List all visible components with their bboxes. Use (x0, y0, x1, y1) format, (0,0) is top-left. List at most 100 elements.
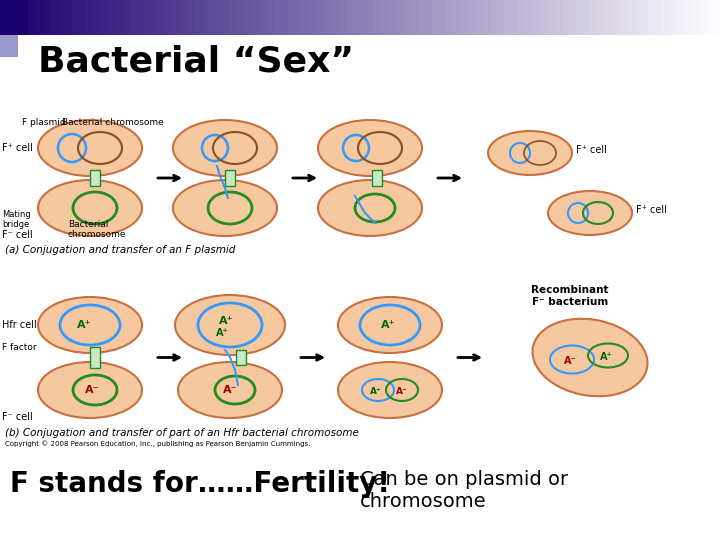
Bar (374, 0, 382, 35)
Text: A⁻: A⁻ (222, 385, 238, 395)
Bar (533, 0, 541, 35)
Ellipse shape (318, 120, 422, 176)
Bar (236, 350, 246, 365)
Bar (86, 0, 94, 35)
Bar (403, 0, 411, 35)
Ellipse shape (38, 120, 142, 176)
Bar (547, 0, 555, 35)
Text: F stands for……Fertility!: F stands for……Fertility! (10, 470, 390, 498)
Bar (0, 0, 8, 35)
Bar (194, 0, 202, 35)
Ellipse shape (38, 362, 142, 418)
Bar (626, 0, 634, 35)
Bar (225, 170, 235, 186)
Bar (670, 0, 678, 35)
Text: A⁻: A⁻ (396, 388, 408, 396)
Ellipse shape (488, 131, 572, 175)
Bar (317, 0, 325, 35)
Bar (461, 0, 469, 35)
Bar (14, 0, 22, 35)
Bar (418, 0, 426, 35)
Text: A⁻: A⁻ (564, 356, 576, 367)
Ellipse shape (178, 362, 282, 418)
Ellipse shape (173, 180, 277, 236)
Bar (245, 0, 253, 35)
Bar (576, 0, 584, 35)
Bar (151, 0, 159, 35)
Bar (684, 0, 692, 35)
Bar (353, 0, 361, 35)
Text: F⁺ cell: F⁺ cell (636, 205, 667, 215)
Bar (346, 0, 354, 35)
Bar (43, 0, 51, 35)
Bar (691, 0, 699, 35)
Bar (540, 0, 548, 35)
Bar (569, 0, 577, 35)
Text: F⁺ cell: F⁺ cell (576, 145, 607, 155)
Bar (7, 0, 15, 35)
Bar (482, 0, 490, 35)
Bar (90, 170, 100, 186)
Bar (583, 0, 591, 35)
Bar (372, 170, 382, 186)
Text: Bacterial
chromosome: Bacterial chromosome (68, 220, 127, 239)
Bar (511, 0, 519, 35)
Bar (158, 0, 166, 35)
Bar (662, 0, 670, 35)
Bar (382, 0, 390, 35)
Bar (706, 0, 714, 35)
Bar (655, 0, 663, 35)
Bar (439, 0, 447, 35)
Bar (22, 0, 30, 35)
Text: Copyright © 2008 Pearson Education, Inc., publishing as Pearson Benjamin Cumming: Copyright © 2008 Pearson Education, Inc.… (5, 440, 310, 447)
Bar (504, 0, 512, 35)
Text: Bacterial “Sex”: Bacterial “Sex” (38, 44, 354, 78)
Bar (266, 0, 274, 35)
Bar (310, 0, 318, 35)
Bar (338, 0, 346, 35)
Bar (79, 0, 87, 35)
Bar (367, 0, 375, 35)
Ellipse shape (533, 319, 647, 396)
Bar (605, 0, 613, 35)
Bar (677, 0, 685, 35)
Bar (389, 0, 397, 35)
Bar (468, 0, 476, 35)
Bar (65, 0, 73, 35)
Ellipse shape (548, 191, 632, 235)
Text: Mating
bridge: Mating bridge (2, 210, 31, 230)
Bar (216, 0, 224, 35)
Bar (331, 0, 339, 35)
Text: Hfr cell: Hfr cell (2, 320, 37, 330)
Bar (29, 0, 37, 35)
Bar (230, 0, 238, 35)
Bar (259, 0, 267, 35)
Bar (295, 0, 303, 35)
Text: F factor: F factor (2, 343, 37, 352)
Bar (137, 0, 145, 35)
Text: (b) Conjugation and transfer of part of an Hfr bacterial chromosome: (b) Conjugation and transfer of part of … (5, 428, 359, 438)
Bar (0, 35, 18, 57)
Bar (554, 0, 562, 35)
Bar (598, 0, 606, 35)
Ellipse shape (318, 180, 422, 236)
Ellipse shape (173, 120, 277, 176)
Bar (410, 0, 418, 35)
Bar (526, 0, 534, 35)
Bar (562, 0, 570, 35)
Bar (634, 0, 642, 35)
Text: Can be on plasmid or
chromosome: Can be on plasmid or chromosome (360, 470, 568, 511)
Bar (612, 0, 620, 35)
Bar (302, 0, 310, 35)
Bar (101, 0, 109, 35)
Bar (648, 0, 656, 35)
Ellipse shape (338, 297, 442, 353)
Bar (324, 0, 332, 35)
Text: F plasmid: F plasmid (22, 118, 66, 127)
Bar (475, 0, 483, 35)
Text: A⁺: A⁺ (77, 320, 91, 330)
Bar (166, 0, 174, 35)
Text: A⁺: A⁺ (600, 353, 613, 362)
Bar (590, 0, 598, 35)
Ellipse shape (338, 362, 442, 418)
